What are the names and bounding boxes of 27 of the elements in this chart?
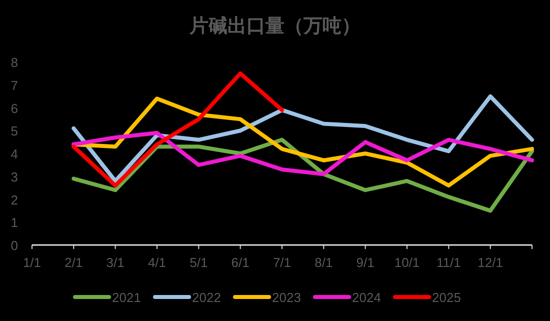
x-tick-label: 9/1: [356, 255, 374, 270]
x-tick-label: 8/1: [314, 255, 333, 270]
y-tick-label: 2: [10, 192, 18, 208]
x-tick-label: 10/1: [394, 255, 420, 270]
y-tick-label: 3: [10, 169, 18, 184]
x-tick-label: 2/1: [64, 255, 83, 270]
x-tick-label: 6/1: [231, 255, 250, 270]
legend-label: 2024: [352, 290, 381, 305]
y-tick-label: 6: [10, 100, 18, 116]
legend-label: 2025: [432, 290, 461, 305]
legend-label: 2022: [192, 290, 221, 305]
x-tick-label: 12/1: [478, 255, 503, 270]
y-tick-label: 1: [10, 215, 18, 230]
x-tick-label: 7/1: [272, 255, 292, 270]
y-tick-label: 5: [10, 124, 18, 139]
x-tick-label: 1/1: [22, 255, 42, 270]
x-tick-label: 4/1: [148, 255, 166, 270]
x-tick-label: 11/1: [436, 255, 461, 270]
y-tick-label: 0: [10, 238, 18, 253]
y-tick-label: 7: [10, 78, 18, 93]
y-tick-label: 4: [10, 146, 18, 162]
title: 片碱出口量（万吨）: [190, 16, 360, 37]
legend-label: 2023: [272, 290, 301, 305]
y-tick-label: 8: [10, 55, 18, 70]
legend-label: 2021: [112, 290, 141, 305]
x-tick-label: 5/1: [190, 255, 208, 270]
x-tick-label: 3/1: [106, 255, 124, 270]
